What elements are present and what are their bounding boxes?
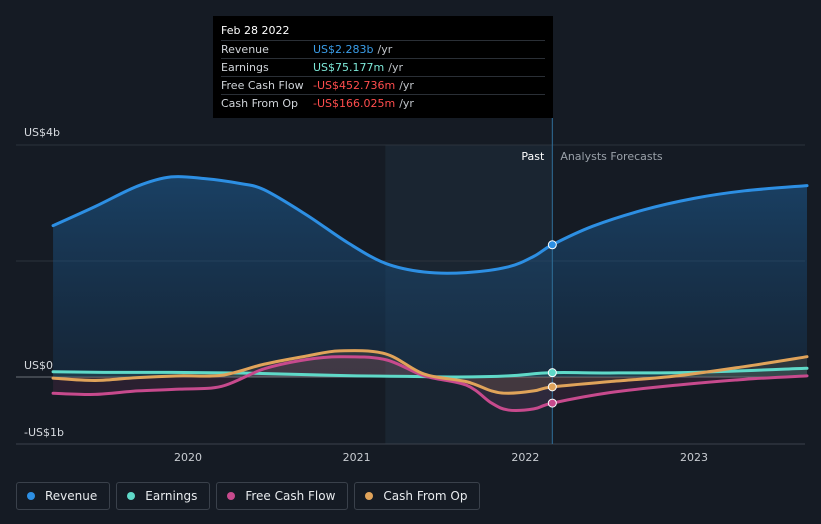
tooltip-unit: /yr (399, 97, 414, 110)
cash-from-op-dot-icon (365, 492, 374, 500)
tooltip-label: Earnings (221, 61, 269, 74)
tooltip-label: Cash From Op (221, 97, 299, 110)
tooltip-unit: /yr (388, 61, 403, 74)
revenue-line (51, 174, 809, 275)
tooltip-unit: /yr (399, 79, 414, 92)
legend-item-cash-from-op[interactable]: Cash From Op (354, 482, 481, 510)
revenue-marker (547, 240, 557, 250)
cash-from-op-line (51, 349, 809, 395)
tooltip-row-free-cash-flow: Free Cash Flow -US$452.736m /yr (221, 76, 545, 94)
chart-area: US$4b US$0 -US$1b 2020 2021 2022 2023 Past Analy… (16, 118, 809, 464)
tooltip-unit: /yr (377, 43, 393, 56)
legend-label: Free Cash Flow (245, 489, 336, 503)
free-cash-flow-marker (547, 398, 557, 408)
legend-label: Earnings (145, 489, 198, 503)
earnings-dot-icon (127, 492, 136, 500)
legend-item-earnings[interactable]: Earnings (116, 482, 211, 510)
legend-item-revenue[interactable]: Revenue (16, 482, 111, 510)
legend: Revenue Earnings Free Cash Flow Cash Fro… (16, 482, 481, 512)
revenue-area (53, 176, 808, 377)
tooltip-row-earnings: Earnings US$75.177m /yr (221, 58, 545, 76)
legend-label: Cash From Op (383, 489, 468, 503)
x-tick-label: 2021 (343, 451, 371, 464)
free-cash-flow-area (53, 356, 808, 411)
free-cash-flow-line (51, 355, 809, 412)
tooltip-row-cash-from-op: Cash From Op -US$166.025m /yr (221, 94, 545, 112)
tooltip: Feb 28 2022 Revenue US$2.283b /yr Earnin… (213, 16, 553, 118)
x-tick-label: 2022 (511, 451, 539, 464)
forecast-label: Analysts Forecasts (560, 150, 663, 163)
free-cash-flow-dot-icon (227, 492, 236, 500)
earnings-line (51, 366, 809, 379)
x-tick-label: 2023 (680, 451, 708, 464)
tooltip-label: Revenue (221, 43, 269, 56)
legend-item-free-cash-flow[interactable]: Free Cash Flow (216, 482, 349, 510)
tooltip-value: US$75.177m (313, 61, 385, 74)
earnings-area (53, 368, 808, 378)
x-tick-label: 2020 (174, 451, 202, 464)
y-tick-label: US$4b (24, 126, 60, 139)
tooltip-date: Feb 28 2022 (221, 24, 290, 37)
tooltip-label: Free Cash Flow (221, 79, 304, 92)
tooltip-value: -US$166.025m (313, 97, 396, 110)
tooltip-value: US$2.283b (313, 43, 374, 56)
revenue-dot-icon (27, 492, 35, 500)
cash-from-op-marker (547, 382, 557, 392)
y-tick-label: -US$1b (24, 426, 64, 439)
legend-label: Revenue (45, 489, 98, 503)
y-tick-label: US$0 (24, 359, 53, 372)
past-label: Past (521, 150, 545, 163)
tooltip-value: -US$452.736m (313, 79, 396, 92)
tooltip-row-revenue: Revenue US$2.283b /yr (221, 40, 545, 58)
earnings-marker (547, 368, 557, 378)
